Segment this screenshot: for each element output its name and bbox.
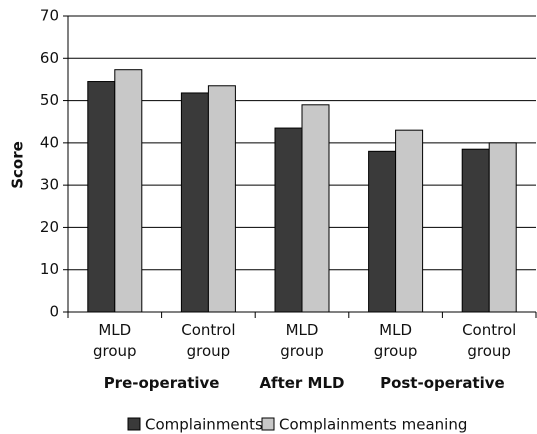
bar: [488, 142, 517, 313]
x-tick-label: MLD group: [373, 321, 418, 360]
group-label: Post-operative: [380, 374, 505, 392]
legend-swatch: [261, 417, 275, 431]
bar: [461, 148, 490, 313]
y-tick-label: 10: [40, 260, 59, 278]
legend-label: Complainments meaning: [279, 416, 467, 434]
bar: [274, 127, 303, 313]
y-axis-label: Score: [9, 141, 27, 189]
group-label: After MLD: [259, 374, 345, 392]
bar: [395, 129, 424, 313]
x-tick-label: Control group: [181, 321, 236, 360]
bar: [301, 104, 330, 313]
group-label: Pre-operative: [103, 374, 220, 392]
bar: [180, 92, 209, 313]
bar: [368, 150, 397, 313]
y-tick-label: 40: [40, 133, 59, 151]
x-tick-label: MLD group: [93, 321, 137, 360]
x-tick-label: Control group: [462, 321, 517, 360]
legend-label: Complainments: [145, 416, 263, 434]
bar: [207, 85, 236, 313]
y-tick-label: 0: [49, 303, 59, 321]
legend-swatch: [127, 417, 141, 431]
y-tick-label: 60: [40, 49, 59, 67]
bar: [114, 69, 143, 313]
y-tick-label: 30: [40, 176, 59, 194]
x-tick-label: MLD group: [280, 321, 324, 360]
bar: [87, 81, 116, 313]
y-tick-label: 50: [40, 91, 59, 109]
y-tick-label: 20: [40, 218, 59, 236]
y-tick-label: 70: [40, 7, 59, 25]
